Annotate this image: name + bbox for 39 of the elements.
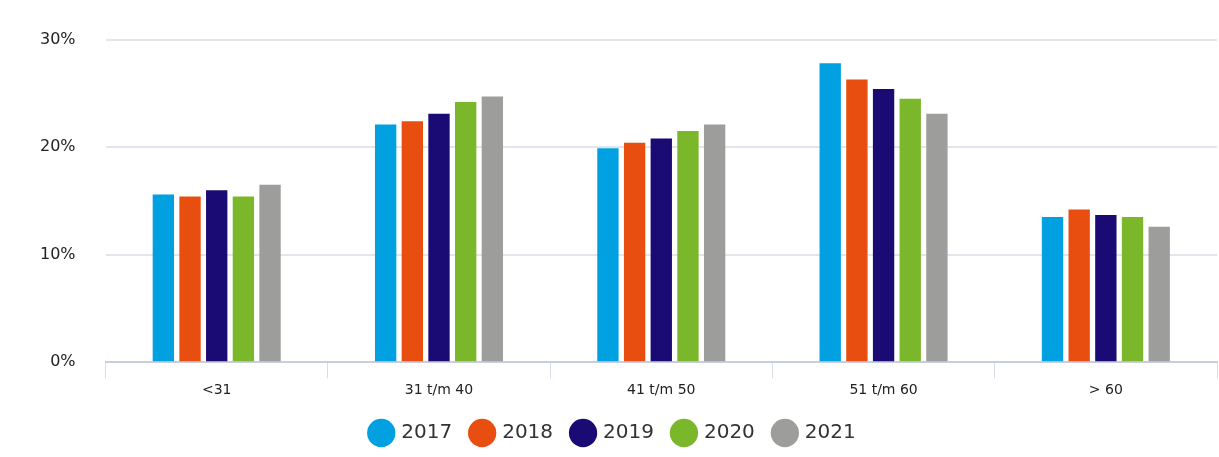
bar xyxy=(152,194,175,362)
bar xyxy=(206,190,228,362)
bar xyxy=(1068,209,1090,362)
bar xyxy=(1095,214,1117,362)
legend-label: 2019 xyxy=(603,419,654,444)
legend-label: 2018 xyxy=(502,419,554,444)
bar xyxy=(597,148,619,362)
y-tick-label: 0% xyxy=(50,351,76,371)
bar xyxy=(677,131,699,362)
bar xyxy=(232,196,255,362)
bar xyxy=(455,101,477,362)
bar xyxy=(481,96,504,362)
bar xyxy=(259,184,281,362)
x-tick-label: <31 xyxy=(201,381,232,398)
bar xyxy=(819,63,841,362)
x-tick-label: 51 t/m 60 xyxy=(849,381,918,398)
bar xyxy=(428,113,450,362)
bar xyxy=(899,98,921,362)
y-tick-label: 30% xyxy=(40,28,76,48)
legend-label: 2017 xyxy=(401,419,453,444)
bar xyxy=(1148,226,1170,362)
bar xyxy=(401,121,423,362)
bar xyxy=(703,124,726,362)
y-tick-label: 10% xyxy=(40,243,76,263)
bar xyxy=(1041,217,1064,362)
x-tick-label: > 60 xyxy=(1088,381,1123,398)
x-tick-label: 31 t/m 40 xyxy=(404,381,474,398)
bar xyxy=(179,196,201,362)
bar xyxy=(374,124,397,362)
bar xyxy=(846,79,868,362)
legend-label: 2021 xyxy=(804,419,856,444)
bar xyxy=(872,89,895,362)
bar xyxy=(1121,217,1144,362)
y-tick-label: 20% xyxy=(40,136,76,156)
bar xyxy=(650,138,672,362)
bar xyxy=(623,142,646,362)
legend-label: 2020 xyxy=(703,419,755,444)
bar xyxy=(926,113,948,362)
x-tick-label: 41 t/m 50 xyxy=(627,381,696,398)
